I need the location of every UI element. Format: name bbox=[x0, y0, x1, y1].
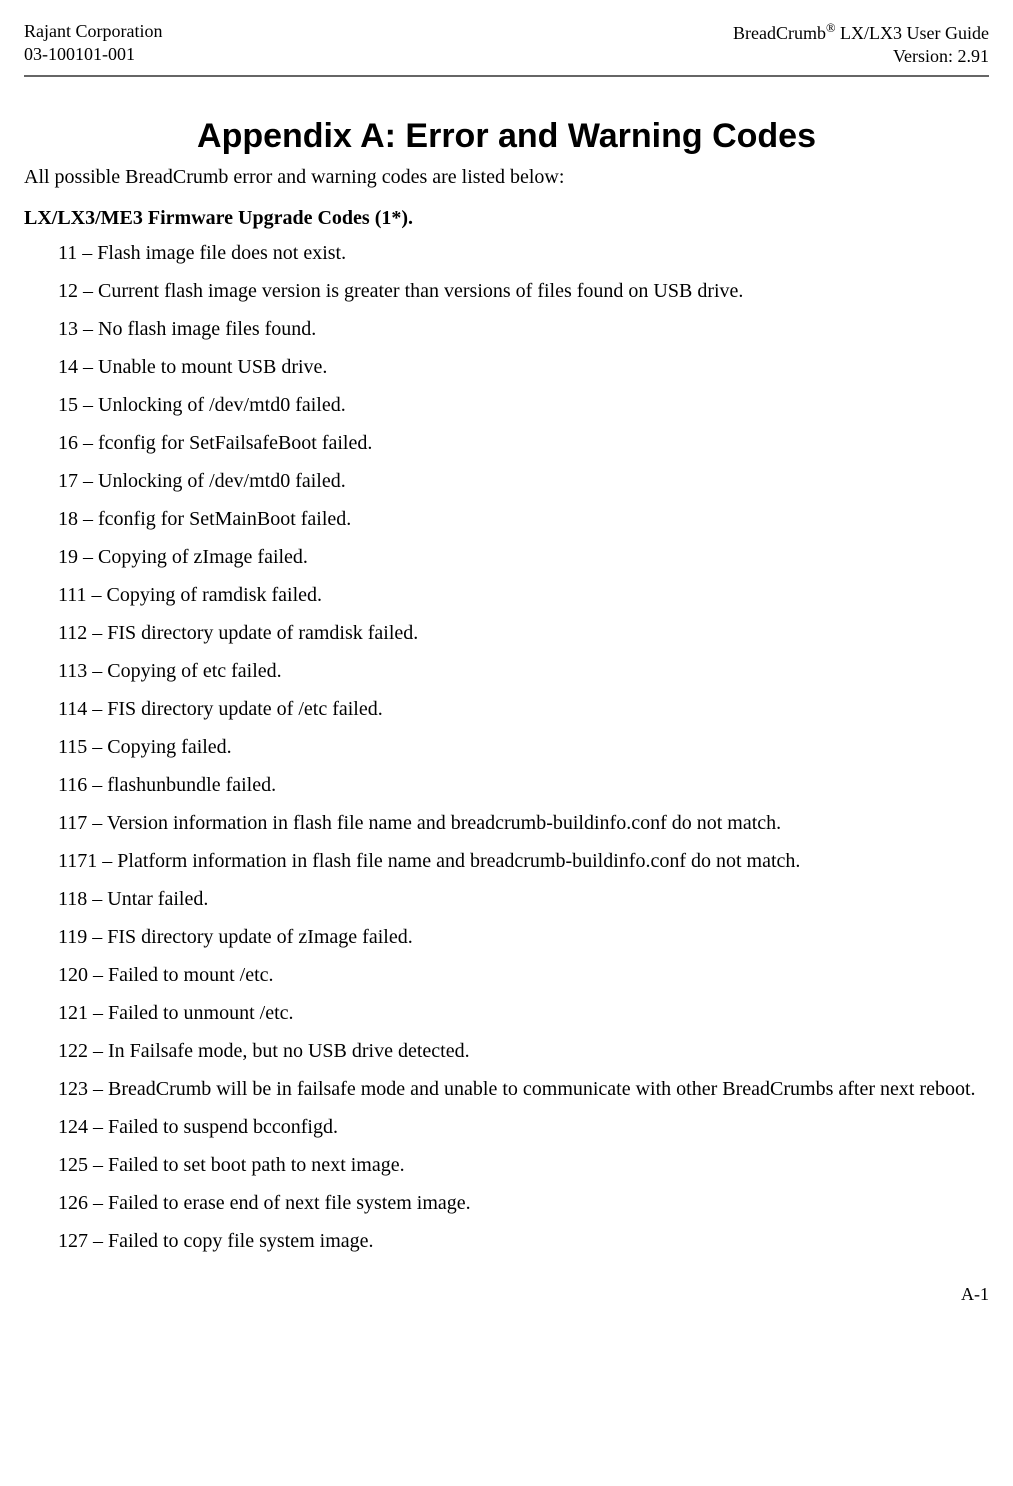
section-heading: LX/LX3/ME3 Firmware Upgrade Codes (1*). bbox=[24, 207, 989, 230]
header-left-line2: 03-100101-001 bbox=[24, 43, 162, 66]
error-code-item: 119 – FIS directory update of zImage fai… bbox=[106, 924, 989, 950]
header-product-name: BreadCrumb bbox=[733, 23, 826, 43]
error-code-item: 116 – flashunbundle failed. bbox=[106, 772, 989, 798]
error-code-item: 120 – Failed to mount /etc. bbox=[106, 962, 989, 988]
registered-mark: ® bbox=[826, 21, 836, 35]
header-left: Rajant Corporation 03-100101-001 bbox=[24, 20, 162, 69]
intro-text: All possible BreadCrumb error and warnin… bbox=[24, 166, 989, 189]
error-code-item: 121 – Failed to unmount /etc. bbox=[106, 1000, 989, 1026]
error-code-list: 11 – Flash image file does not exist. 12 … bbox=[24, 240, 989, 1254]
page-title: Appendix A: Error and Warning Codes bbox=[24, 117, 989, 156]
error-code-item: 123 – BreadCrumb will be in failsafe mod… bbox=[106, 1076, 989, 1102]
error-code-item: 124 – Failed to suspend bcconfigd. bbox=[106, 1114, 989, 1140]
error-code-item: 113 – Copying of etc failed. bbox=[106, 658, 989, 684]
error-code-item: 19 – Copying of zImage failed. bbox=[106, 544, 989, 570]
page-number: A-1 bbox=[24, 1284, 989, 1305]
error-code-item: 11 – Flash image file does not exist. bbox=[106, 240, 989, 266]
error-code-item: 122 – In Failsafe mode, but no USB drive… bbox=[106, 1038, 989, 1064]
error-code-item: 115 – Copying failed. bbox=[106, 734, 989, 760]
page-header: Rajant Corporation 03-100101-001 BreadCr… bbox=[24, 20, 989, 69]
error-code-item: 13 – No flash image files found. bbox=[106, 316, 989, 342]
error-code-item: 118 – Untar failed. bbox=[106, 886, 989, 912]
header-right: BreadCrumb® LX/LX3 User Guide Version: 2… bbox=[733, 20, 989, 69]
error-code-item: 12 – Current flash image version is grea… bbox=[106, 278, 989, 304]
error-code-item: 15 – Unlocking of /dev/mtd0 failed. bbox=[106, 392, 989, 418]
error-code-item: 14 – Unable to mount USB drive. bbox=[106, 354, 989, 380]
error-code-item: 127 – Failed to copy file system image. bbox=[106, 1228, 989, 1254]
header-separator bbox=[24, 75, 989, 77]
error-code-item: 111 – Copying of ramdisk failed. bbox=[106, 582, 989, 608]
error-code-item: 112 – FIS directory update of ramdisk fa… bbox=[106, 620, 989, 646]
header-right-line1: BreadCrumb® LX/LX3 User Guide bbox=[733, 20, 989, 45]
error-code-item: 18 – fconfig for SetMainBoot failed. bbox=[106, 506, 989, 532]
error-code-item: 16 – fconfig for SetFailsafeBoot failed. bbox=[106, 430, 989, 456]
header-doc-title: LX/LX3 User Guide bbox=[836, 23, 989, 43]
header-right-line2: Version: 2.91 bbox=[733, 45, 989, 68]
error-code-item: 17 – Unlocking of /dev/mtd0 failed. bbox=[106, 468, 989, 494]
error-code-item: 125 – Failed to set boot path to next im… bbox=[106, 1152, 989, 1178]
header-left-line1: Rajant Corporation bbox=[24, 20, 162, 43]
error-code-item: 117 – Version information in flash file … bbox=[106, 810, 989, 836]
error-code-item: 126 – Failed to erase end of next file s… bbox=[106, 1190, 989, 1216]
error-code-item: 114 – FIS directory update of /etc faile… bbox=[106, 696, 989, 722]
error-code-item: 1171 – Platform information in flash fil… bbox=[106, 848, 989, 874]
